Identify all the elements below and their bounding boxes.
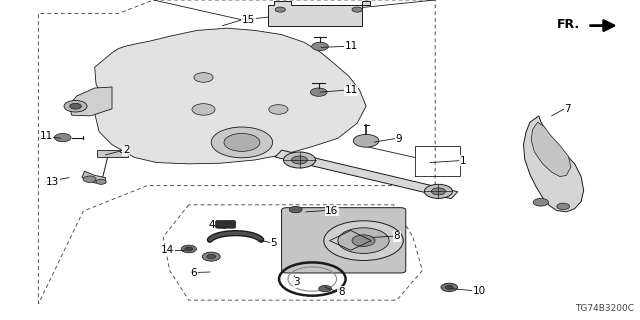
Circle shape <box>424 184 452 198</box>
Polygon shape <box>275 150 458 199</box>
Circle shape <box>284 152 316 168</box>
Text: 4: 4 <box>208 220 214 230</box>
Text: 7: 7 <box>564 104 571 114</box>
Circle shape <box>83 176 96 182</box>
Text: 15: 15 <box>242 15 255 25</box>
Text: 11: 11 <box>344 85 358 95</box>
Circle shape <box>269 105 288 114</box>
Polygon shape <box>69 87 112 116</box>
Circle shape <box>185 247 193 251</box>
Text: 16: 16 <box>325 205 339 216</box>
Text: 14: 14 <box>161 245 175 255</box>
Circle shape <box>275 7 285 12</box>
Circle shape <box>194 73 213 82</box>
Circle shape <box>533 198 548 206</box>
Text: 9: 9 <box>396 133 402 144</box>
Circle shape <box>312 42 328 51</box>
Text: 2: 2 <box>123 145 129 156</box>
Text: 5: 5 <box>270 237 276 248</box>
Circle shape <box>352 7 362 12</box>
Text: 11: 11 <box>40 131 53 141</box>
Polygon shape <box>97 150 128 157</box>
Polygon shape <box>268 1 370 26</box>
Circle shape <box>64 100 87 112</box>
Circle shape <box>431 188 445 195</box>
Circle shape <box>441 283 458 292</box>
Circle shape <box>557 203 570 210</box>
Text: 3: 3 <box>293 277 300 287</box>
Text: TG74B3200C: TG74B3200C <box>575 304 634 313</box>
Circle shape <box>445 285 453 289</box>
Circle shape <box>353 134 379 147</box>
FancyBboxPatch shape <box>282 208 406 273</box>
Polygon shape <box>524 116 584 212</box>
Text: 1: 1 <box>460 156 466 166</box>
Circle shape <box>181 245 196 253</box>
FancyBboxPatch shape <box>216 220 236 228</box>
Circle shape <box>338 228 389 253</box>
Circle shape <box>292 156 308 164</box>
Circle shape <box>96 179 106 184</box>
Polygon shape <box>82 171 106 183</box>
Circle shape <box>207 254 216 259</box>
Circle shape <box>289 206 302 213</box>
Circle shape <box>202 252 220 261</box>
Polygon shape <box>95 28 366 164</box>
Text: 13: 13 <box>46 177 60 187</box>
Circle shape <box>324 221 403 260</box>
Text: 8: 8 <box>394 231 400 241</box>
Text: 6: 6 <box>191 268 197 278</box>
Circle shape <box>224 133 260 151</box>
Circle shape <box>352 235 375 246</box>
Circle shape <box>310 88 327 96</box>
Circle shape <box>54 133 71 142</box>
Circle shape <box>211 127 273 158</box>
Text: 10: 10 <box>472 285 486 296</box>
Text: 11: 11 <box>344 41 358 52</box>
Circle shape <box>192 104 215 115</box>
Polygon shape <box>531 122 571 177</box>
Circle shape <box>70 103 81 109</box>
Text: FR.: FR. <box>557 19 580 31</box>
Text: 8: 8 <box>338 287 344 297</box>
Circle shape <box>319 285 332 292</box>
